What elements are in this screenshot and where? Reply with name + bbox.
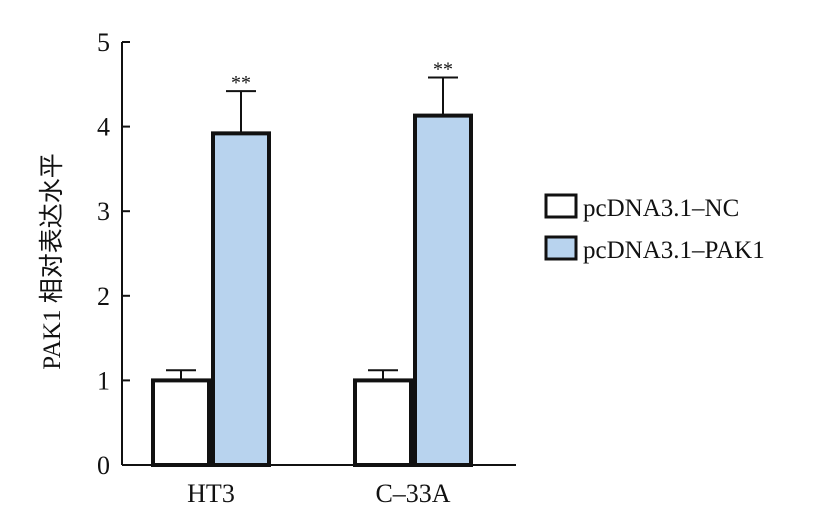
x-tick-label: HT3 (187, 479, 235, 508)
legend-swatch (544, 193, 578, 219)
y-tick-label: 0 (97, 451, 110, 480)
y-tick-label: 1 (97, 366, 110, 395)
y-tick-label: 5 (97, 28, 110, 57)
bar-nc (151, 378, 211, 467)
y-tick-label: 3 (97, 197, 110, 226)
significance-marker: ** (433, 59, 453, 81)
bar-pak1 (413, 113, 473, 468)
significance-marker: ** (231, 72, 251, 94)
y-tick-label: 4 (97, 113, 110, 142)
legend-label: pcDNA3.1–NC (583, 195, 739, 222)
x-tick-label: C–33A (375, 479, 450, 508)
axes: 0 1 2 3 4 5 PAK1 相对表达水平 HT3 C–33A (38, 28, 516, 508)
y-tick-label: 2 (97, 282, 110, 311)
legend-label: pcDNA3.1–PAK1 (583, 237, 765, 264)
bars: ** ** (151, 59, 473, 468)
legend-swatch (544, 235, 578, 261)
legend: pcDNA3.1–NC pcDNA3.1–PAK1 (544, 193, 765, 264)
bar-pak1 (211, 131, 271, 467)
y-axis-label: PAK1 相对表达水平 (38, 153, 66, 369)
bar-nc (353, 378, 413, 467)
